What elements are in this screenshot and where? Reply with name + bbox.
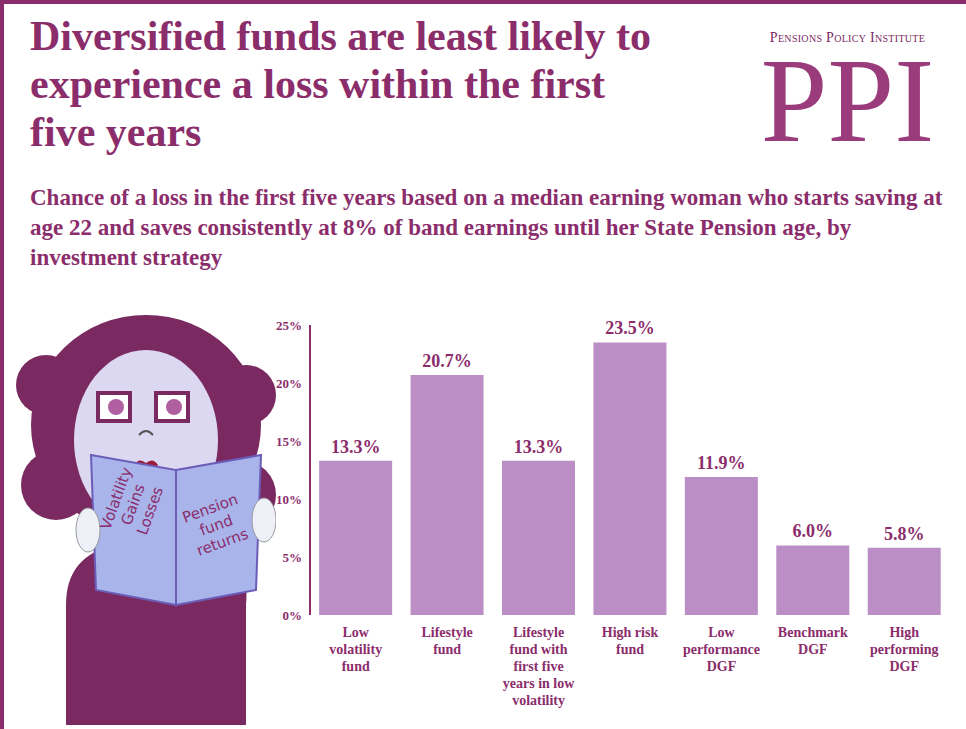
svg-text:20.7%: 20.7% — [422, 351, 472, 371]
html-text:PPI: PPI — [760, 34, 935, 167]
svg-text:5%: 5% — [283, 550, 303, 565]
svg-text:5.8%: 5.8% — [884, 524, 925, 544]
svg-text:20%: 20% — [276, 376, 302, 391]
svg-text:Lowvolatilityfund: Lowvolatilityfund — [329, 625, 382, 674]
svg-text:13.3%: 13.3% — [331, 437, 381, 457]
svg-text:Lifestylefund: Lifestylefund — [421, 625, 472, 657]
svg-text:LowperformanceDGF: LowperformanceDGF — [683, 625, 760, 674]
svg-text:6.0%: 6.0% — [793, 521, 834, 541]
html-text:Diversified funds are least li: Diversified funds are least likely to ex… — [30, 13, 651, 155]
svg-text:13.3%: 13.3% — [514, 437, 564, 457]
html-text:Pensions Policy Institute: Pensions Policy Institute — [769, 30, 926, 45]
svg-text:15%: 15% — [276, 434, 302, 449]
svg-text:10%: 10% — [276, 492, 302, 507]
svg-text:BenchmarkDGF: BenchmarkDGF — [778, 625, 848, 657]
svg-text:0%: 0% — [283, 608, 303, 623]
svg-text:Pensionfundreturns: Pensionfundreturns — [180, 490, 253, 561]
svg-text:HighperformingDGF: HighperformingDGF — [870, 625, 938, 674]
svg-text:High riskfund: High riskfund — [602, 625, 659, 657]
svg-text:VolatilityGainsLosses: VolatilityGainsLosses — [97, 465, 170, 544]
svg-text:Lifestylefund withfirst fiveye: Lifestylefund withfirst fiveyears in low… — [503, 625, 575, 708]
html-text:Chance of a loss in the first: Chance of a loss in the first five years… — [30, 185, 943, 270]
svg-text:23.5%: 23.5% — [605, 318, 655, 338]
svg-text:25%: 25% — [276, 318, 302, 333]
svg-text:11.9%: 11.9% — [697, 453, 746, 473]
